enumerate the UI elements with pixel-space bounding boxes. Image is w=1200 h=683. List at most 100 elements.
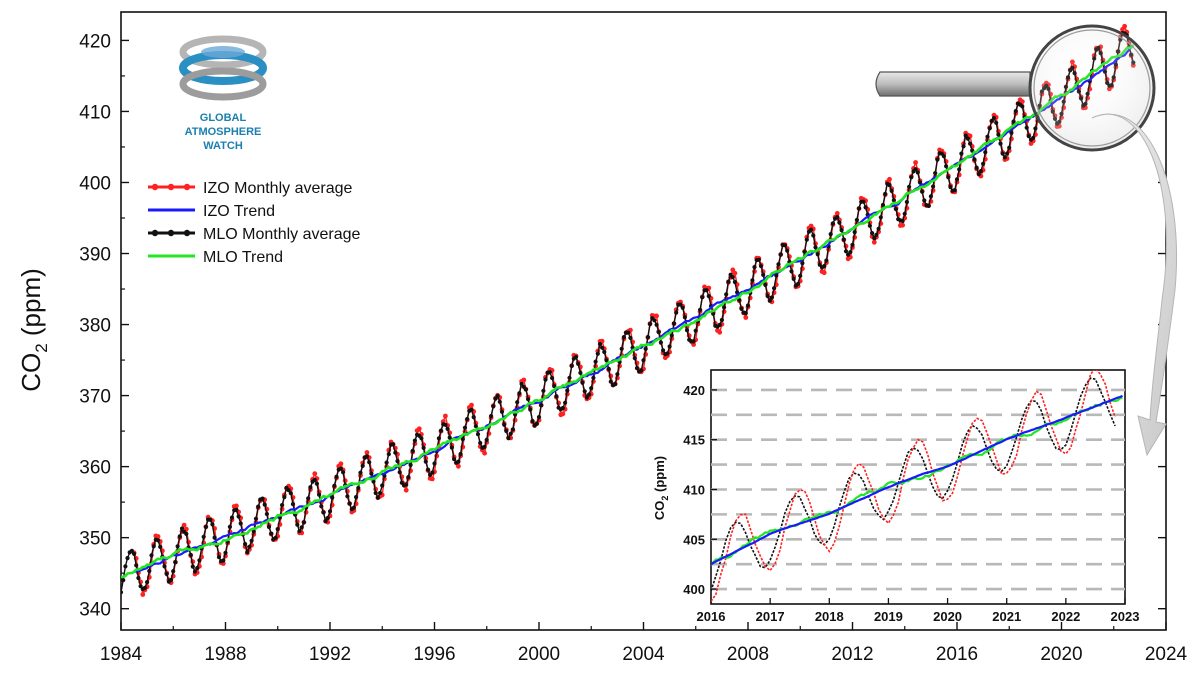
inset-y-axis-label: CO2 (ppm) <box>652 456 670 520</box>
data-point <box>175 544 180 549</box>
data-point <box>606 366 611 371</box>
y-tick-label: 400 <box>79 173 111 194</box>
data-point <box>404 482 409 487</box>
data-point <box>785 248 790 253</box>
data-point <box>197 558 202 563</box>
x-tick-label: 2020 <box>1040 644 1082 665</box>
data-point <box>776 262 781 267</box>
data-point <box>665 351 670 356</box>
data-point <box>499 409 505 414</box>
data-point <box>654 322 659 327</box>
data-point <box>722 305 727 310</box>
data-point <box>247 544 252 549</box>
y-tick-label: 420 <box>79 31 111 52</box>
data-point <box>212 535 217 540</box>
data-point <box>251 529 256 534</box>
data-point <box>800 261 805 266</box>
data-point <box>613 382 618 387</box>
data-point <box>628 335 633 340</box>
data-point <box>684 328 690 333</box>
data-point <box>502 422 507 427</box>
data-point <box>192 569 198 574</box>
data-point <box>941 154 947 159</box>
data-point <box>539 403 544 408</box>
data-point <box>632 356 637 361</box>
data-point <box>354 495 359 500</box>
magnifying-glass-icon <box>875 24 1156 152</box>
data-point <box>1002 155 1008 160</box>
data-point <box>576 361 581 366</box>
data-point <box>1007 145 1012 150</box>
data-point <box>478 440 483 446</box>
data-point <box>634 366 640 371</box>
data-point <box>972 157 977 162</box>
data-point <box>887 176 892 182</box>
data-point <box>445 426 450 431</box>
data-point <box>552 384 557 389</box>
inset-series-group <box>711 370 1123 602</box>
inset-y-tick-label: 415 <box>683 433 705 448</box>
data-point <box>238 521 243 526</box>
y-tick-label: 350 <box>79 529 111 550</box>
data-point <box>872 236 877 241</box>
data-point <box>188 552 193 557</box>
data-point <box>959 151 964 156</box>
data-point <box>654 313 659 319</box>
data-point <box>1033 126 1038 131</box>
data-point <box>456 463 461 469</box>
data-point <box>397 470 402 475</box>
data-point <box>976 172 981 177</box>
data-point <box>358 470 363 475</box>
data-point <box>465 416 470 422</box>
data-point <box>619 346 624 351</box>
data-point <box>580 380 585 385</box>
data-point <box>347 501 352 506</box>
data-point <box>475 432 481 437</box>
data-point <box>423 459 428 464</box>
data-point <box>926 203 931 208</box>
x-tick-label: 1984 <box>100 644 143 665</box>
data-point <box>286 488 291 493</box>
data-point <box>536 415 542 420</box>
data-point <box>484 437 489 442</box>
data-point <box>778 252 783 257</box>
legend-item-izo-monthly: IZO Monthly average <box>148 180 353 197</box>
data-point <box>282 495 287 500</box>
data-point <box>317 492 322 497</box>
data-point <box>504 428 509 434</box>
data-point <box>691 339 696 344</box>
data-point <box>121 578 126 583</box>
data-point <box>824 258 829 263</box>
data-point <box>682 315 688 320</box>
data-point <box>867 223 873 228</box>
data-point <box>774 273 779 278</box>
data-point <box>323 519 328 524</box>
data-point <box>652 318 657 323</box>
data-point <box>523 387 529 392</box>
data-point <box>811 233 816 238</box>
data-point <box>245 549 250 555</box>
data-point <box>595 351 600 356</box>
data-point <box>643 346 648 351</box>
data-point <box>1013 109 1018 114</box>
y-axis-label: CO2 (ppm) <box>16 268 51 392</box>
data-point <box>210 522 215 527</box>
data-point <box>517 391 522 396</box>
data-point <box>667 344 672 349</box>
data-point <box>554 394 559 399</box>
data-point <box>266 524 272 530</box>
data-point <box>243 541 248 547</box>
data-point <box>589 386 594 391</box>
data-point <box>985 134 990 139</box>
inset-x-tick-label: 2017 <box>756 609 785 624</box>
data-point <box>963 133 968 138</box>
data-point <box>541 388 546 393</box>
data-point <box>419 436 424 441</box>
x-tick-label: 2004 <box>622 644 665 665</box>
data-point <box>706 294 711 299</box>
data-point <box>565 388 570 393</box>
data-point <box>752 265 757 270</box>
data-point <box>587 392 592 397</box>
data-point <box>123 564 128 569</box>
data-point <box>406 475 411 480</box>
